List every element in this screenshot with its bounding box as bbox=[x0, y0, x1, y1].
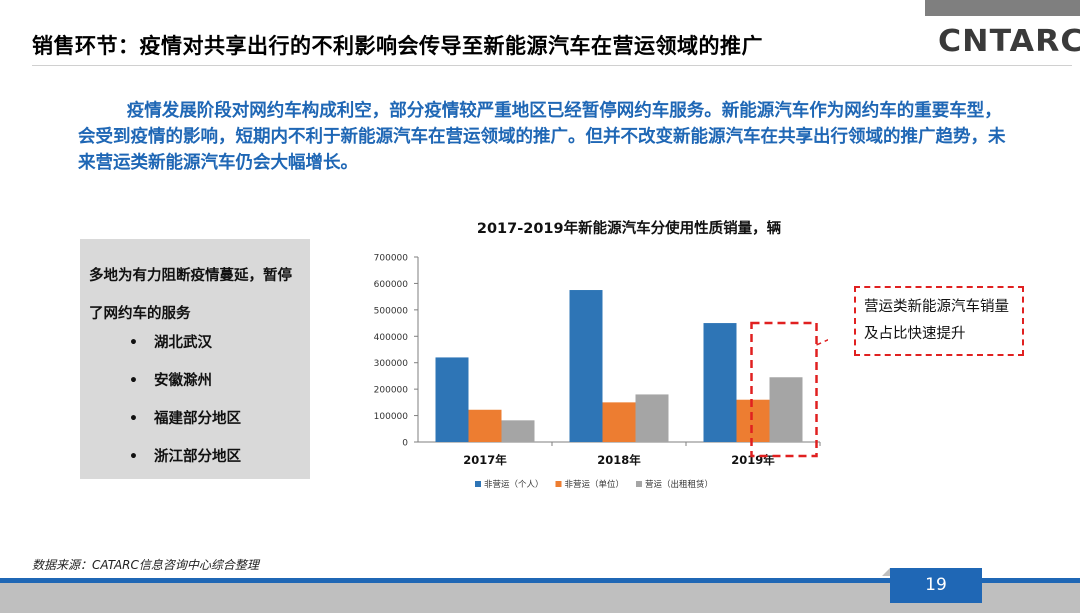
footer-accent-line bbox=[0, 578, 1080, 583]
list-item: • 福建部分地区 bbox=[80, 400, 241, 438]
chart-bar bbox=[736, 399, 770, 442]
chart-bar bbox=[435, 357, 469, 442]
title-divider bbox=[32, 65, 1072, 66]
list-item: • 湖北武汉 bbox=[80, 324, 241, 362]
region-list: • 湖北武汉 • 安徽滁州 • 福建部分地区 • 浙江部分地区 bbox=[80, 324, 241, 476]
list-item: • 安徽滁州 bbox=[80, 362, 241, 400]
list-item: • 浙江部分地区 bbox=[80, 438, 241, 476]
list-item-label: 安徽滁州 bbox=[154, 373, 212, 389]
catarc-logo: CNTARC bbox=[938, 24, 1080, 59]
suspension-box: 多地为有力阻断疫情蔓延，暂停了网约车的服务 • 湖北武汉 • 安徽滁州 • 福建部分地… bbox=[80, 239, 310, 479]
chart-bar bbox=[769, 377, 803, 442]
y-tick-label: 400000 bbox=[374, 333, 409, 343]
y-tick-label: 200000 bbox=[374, 386, 409, 396]
y-tick-label: 600000 bbox=[374, 280, 409, 290]
list-item-label: 福建部分地区 bbox=[154, 411, 241, 427]
x-tick-label: 2017年 bbox=[463, 453, 507, 467]
legend-swatch bbox=[475, 481, 481, 487]
bullet-icon: • bbox=[129, 411, 138, 427]
y-tick-label: 0 bbox=[402, 439, 408, 449]
legend-label: 营运（出租租赁） bbox=[645, 479, 713, 490]
legend-label: 非营运（单位） bbox=[565, 479, 625, 490]
chart-bar bbox=[635, 394, 669, 442]
chart-bar bbox=[569, 290, 603, 442]
bullet-icon: • bbox=[129, 335, 138, 351]
y-tick-label: 100000 bbox=[374, 412, 409, 422]
chart-bar bbox=[468, 409, 502, 442]
list-item-label: 湖北武汉 bbox=[154, 335, 212, 351]
sales-bar-chart: 2017-2019年新能源汽车分使用性质销量，辆 0 100000 200000 300… bbox=[374, 219, 828, 490]
y-tick-label: 700000 bbox=[374, 254, 409, 264]
page-number-notch bbox=[882, 568, 890, 576]
callout-note: 营运类新能源汽车销量及占比快速提升 bbox=[854, 286, 1024, 356]
page-number: 19 bbox=[890, 568, 982, 603]
legend-swatch bbox=[555, 481, 562, 487]
chart-bar bbox=[602, 402, 636, 442]
list-item-label: 浙江部分地区 bbox=[154, 449, 241, 465]
x-tick-label: 2018年 bbox=[597, 453, 641, 467]
suspension-box-heading: 多地为有力阻断疫情蔓延，暂停了网约车的服务 bbox=[89, 268, 292, 322]
chart-bar bbox=[501, 420, 535, 442]
chart-bar bbox=[703, 323, 737, 442]
legend-label: 非营运（个人） bbox=[484, 479, 544, 490]
callout-pointer bbox=[816, 338, 828, 346]
data-source-note: 数据来源：CATARC信息咨询中心综合整理 bbox=[32, 558, 259, 572]
bullet-icon: • bbox=[129, 373, 138, 389]
bullet-icon: • bbox=[129, 449, 138, 465]
chart-title: 2017-2019年新能源汽车分使用性质销量，辆 bbox=[477, 219, 782, 237]
legend-swatch bbox=[636, 481, 642, 487]
top-accent-bar bbox=[925, 0, 1080, 16]
highlight-box bbox=[750, 321, 818, 458]
y-tick-label: 500000 bbox=[374, 306, 409, 316]
intro-paragraph: 疫情发展阶段对网约车构成利空，部分疫情较严重地区已经暂停网约车服务。新能源汽车作… bbox=[78, 101, 1006, 173]
y-tick-label: 300000 bbox=[374, 359, 409, 369]
slide-title: 销售环节：疫情对共享出行的不利影响会传导至新能源汽车在营运领域的推广 bbox=[32, 34, 763, 58]
